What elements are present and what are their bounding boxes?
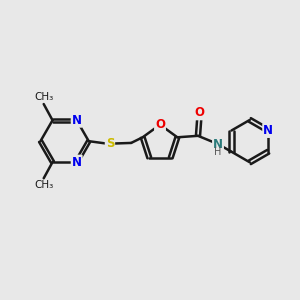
Text: CH₃: CH₃ — [34, 180, 53, 190]
Text: N: N — [72, 114, 82, 127]
Text: H: H — [214, 147, 222, 157]
Text: N: N — [213, 138, 223, 151]
Text: N: N — [72, 156, 82, 169]
Text: O: O — [194, 106, 205, 119]
Text: CH₃: CH₃ — [34, 92, 53, 102]
Text: S: S — [106, 137, 114, 150]
Text: O: O — [155, 118, 165, 131]
Text: N: N — [263, 124, 273, 137]
